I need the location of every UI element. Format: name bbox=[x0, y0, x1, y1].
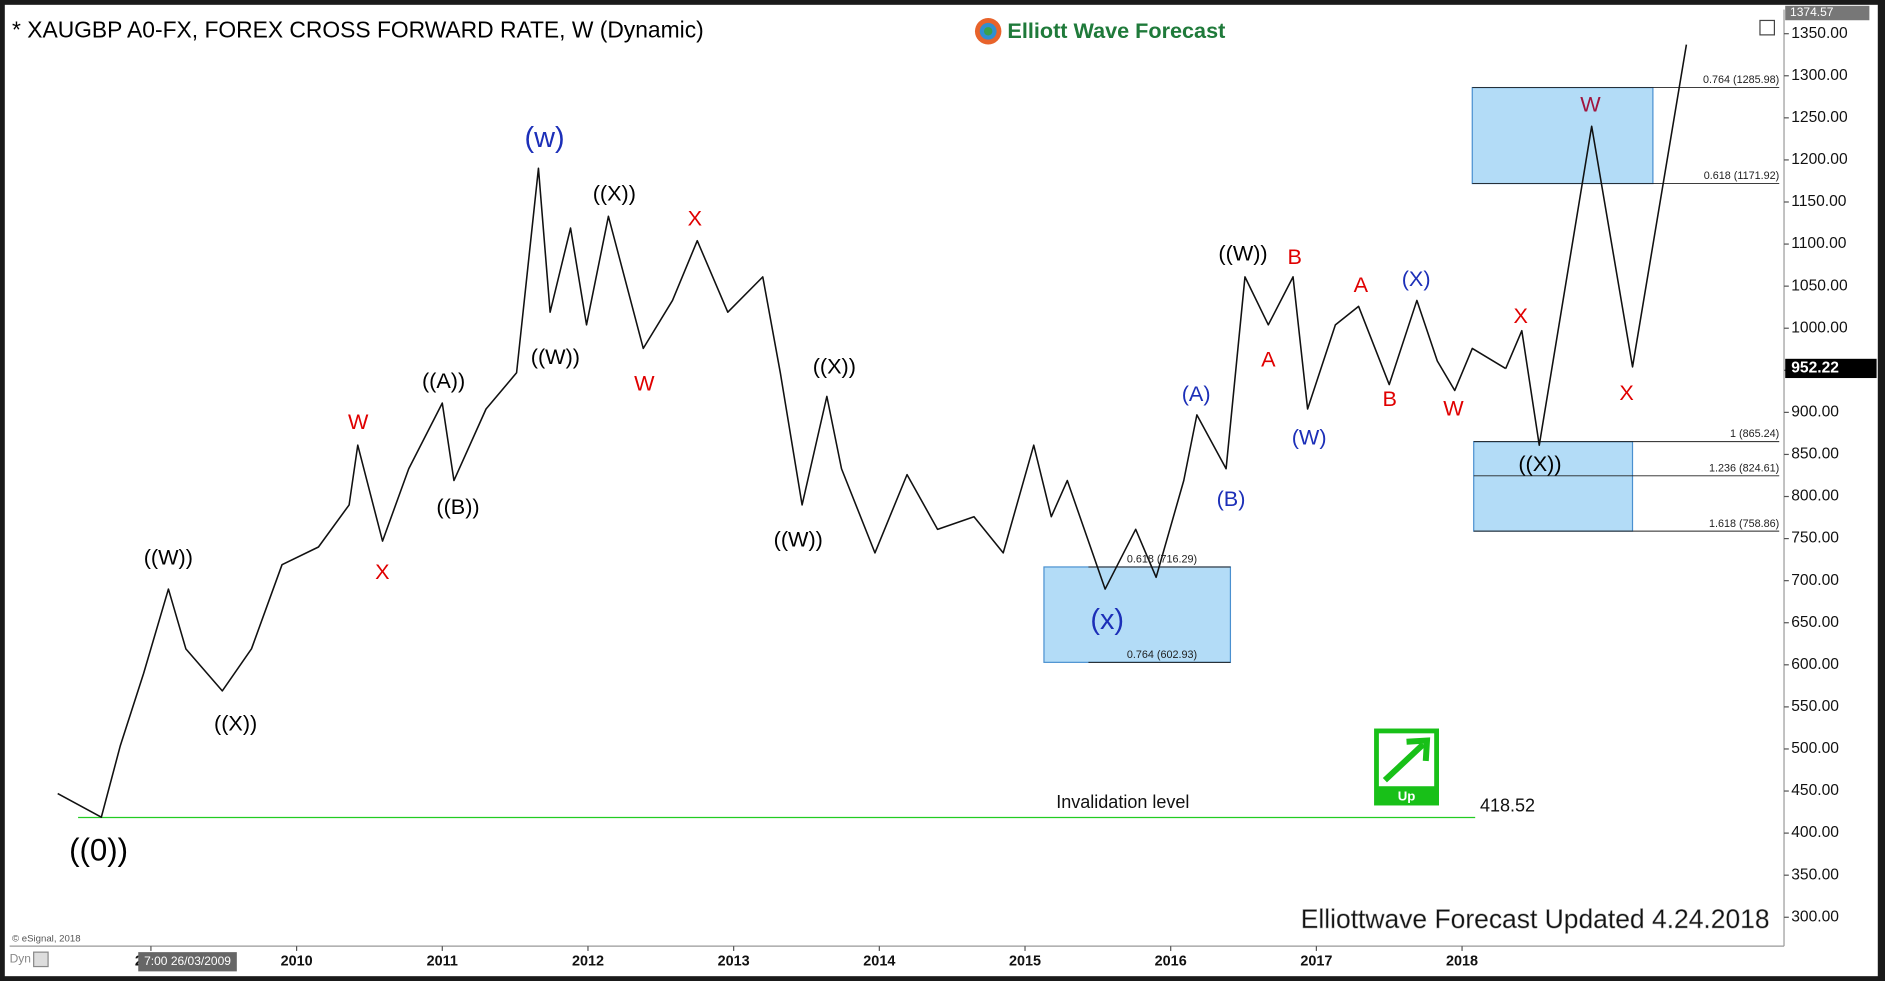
wave-label: ((X)) bbox=[593, 180, 636, 205]
wave-label: ((X)) bbox=[1518, 451, 1561, 476]
y-tick-label: 1000.00 bbox=[1791, 319, 1848, 336]
wave-label: W bbox=[1443, 396, 1464, 421]
y-tick-label: 1300.00 bbox=[1791, 67, 1848, 84]
y-tick-label: 650.00 bbox=[1791, 614, 1839, 631]
x-tick-label: 2012 bbox=[572, 954, 604, 970]
menu-button[interactable] bbox=[1759, 19, 1776, 36]
y-tick-label: 850.00 bbox=[1791, 446, 1839, 463]
x-tick-label: 2011 bbox=[427, 954, 458, 970]
wave-label: (w) bbox=[525, 122, 565, 154]
y-tick-label: 700.00 bbox=[1791, 572, 1839, 589]
fib-level-label: 1.236 (824.61) bbox=[1709, 462, 1779, 474]
logo-icon bbox=[983, 27, 993, 36]
wave-label: W bbox=[1580, 92, 1601, 117]
wave-label: X bbox=[688, 206, 702, 231]
wave-label: ((X)) bbox=[813, 354, 856, 379]
wave-label: ((B)) bbox=[436, 494, 479, 519]
fib-level-label: 1 (865.24) bbox=[1730, 428, 1779, 440]
invalidation-value: 418.52 bbox=[1480, 795, 1535, 815]
fib-zone bbox=[1043, 566, 1232, 663]
y-tick-label: 500.00 bbox=[1791, 740, 1839, 757]
x-tick-label: 2015 bbox=[1009, 954, 1041, 970]
price-line bbox=[1504, 44, 1688, 446]
crosshair-box bbox=[138, 952, 237, 972]
wave-label: ((W)) bbox=[1218, 241, 1267, 266]
fib-level-label: 0.618 (1171.92) bbox=[1704, 170, 1779, 182]
wave-label: ((0)) bbox=[69, 833, 128, 868]
wave-label: ((X)) bbox=[214, 711, 257, 736]
wave-label: B bbox=[1382, 386, 1396, 411]
fib-level-label: 1.618 (758.86) bbox=[1709, 518, 1779, 530]
wave-label: X bbox=[375, 559, 389, 584]
wave-label: ((A)) bbox=[422, 368, 465, 393]
wave-label: A bbox=[1261, 346, 1276, 371]
last-price-box bbox=[1785, 358, 1877, 379]
y-tick-label: 400.00 bbox=[1791, 824, 1839, 841]
wave-label: X bbox=[1619, 380, 1633, 405]
fib-level-label: 0.764 (602.93) bbox=[1127, 649, 1197, 661]
footer-text: Elliottwave Forecast Updated 4.24.2018 bbox=[1301, 904, 1770, 934]
x-tick-label: 2014 bbox=[863, 954, 895, 970]
up-icon: Up bbox=[1374, 728, 1439, 806]
fib-level-label: 0.618 (716.29) bbox=[1127, 554, 1197, 566]
x-tick-label: 2017 bbox=[1300, 954, 1332, 970]
top-price-label: 1374.57 bbox=[1790, 5, 1834, 19]
price-line bbox=[57, 167, 1507, 818]
wave-label: (x) bbox=[1090, 604, 1124, 636]
y-tick-label: 750.00 bbox=[1791, 530, 1839, 547]
wave-label: (X) bbox=[1402, 266, 1431, 291]
wave-label: ((W)) bbox=[774, 527, 823, 552]
top-price-box bbox=[1785, 5, 1870, 21]
wave-label: W bbox=[634, 370, 655, 395]
wave-label: ((W)) bbox=[144, 545, 193, 570]
invalidation-text: Invalidation level bbox=[1056, 792, 1189, 812]
x-tick-label: 2010 bbox=[281, 954, 313, 970]
wave-label: (A) bbox=[1182, 381, 1211, 406]
y-tick-label: 550.00 bbox=[1791, 698, 1839, 715]
wave-label: (B) bbox=[1217, 486, 1246, 511]
y-tick-label: 1050.00 bbox=[1791, 277, 1848, 294]
wave-label: ((W)) bbox=[531, 344, 580, 369]
up-icon-label: Up bbox=[1398, 789, 1416, 804]
y-tick-label: 600.00 bbox=[1791, 656, 1839, 673]
y-tick-label: 1150.00 bbox=[1791, 193, 1847, 210]
y-tick-label: 900.00 bbox=[1791, 403, 1839, 420]
fib-zone bbox=[1471, 86, 1654, 185]
y-tick-label: 450.00 bbox=[1791, 782, 1839, 799]
y-tick-label: 1350.00 bbox=[1791, 25, 1848, 42]
y-tick-label: 350.00 bbox=[1791, 866, 1839, 883]
wave-label: B bbox=[1288, 244, 1302, 269]
chart-title: * XAUGBP A0-FX, FOREX CROSS FORWARD RATE… bbox=[12, 16, 704, 42]
dyn-label: Dyn bbox=[10, 952, 31, 966]
logo: Elliott Wave Forecast bbox=[974, 18, 1225, 45]
dyn-button[interactable] bbox=[33, 951, 49, 968]
y-tick-label: 300.00 bbox=[1791, 908, 1839, 925]
copyright: © eSignal, 2018 bbox=[12, 933, 81, 944]
x-tick-label: 2013 bbox=[718, 954, 750, 970]
logo-text: Elliott Wave Forecast bbox=[1007, 18, 1225, 43]
wave-label: X bbox=[1514, 303, 1528, 328]
x-tick-label: 2016 bbox=[1155, 954, 1187, 970]
wave-label: (W) bbox=[1292, 425, 1327, 450]
wave-label: W bbox=[348, 409, 369, 434]
fib-level-label: 0.764 (1285.98) bbox=[1703, 74, 1779, 86]
y-tick-label: 800.00 bbox=[1791, 488, 1839, 505]
y-tick-label: 1200.00 bbox=[1791, 151, 1848, 168]
crosshair-label: 7:00 26/03/2009 bbox=[144, 954, 231, 968]
up-icon-arrow bbox=[1382, 737, 1431, 783]
x-tick-label: 2018 bbox=[1446, 954, 1478, 970]
y-tick-label: 1250.00 bbox=[1791, 109, 1848, 126]
last-price-label: 952.22 bbox=[1791, 360, 1839, 377]
y-tick-label: 1100.00 bbox=[1791, 235, 1847, 252]
wave-label: A bbox=[1354, 272, 1369, 297]
